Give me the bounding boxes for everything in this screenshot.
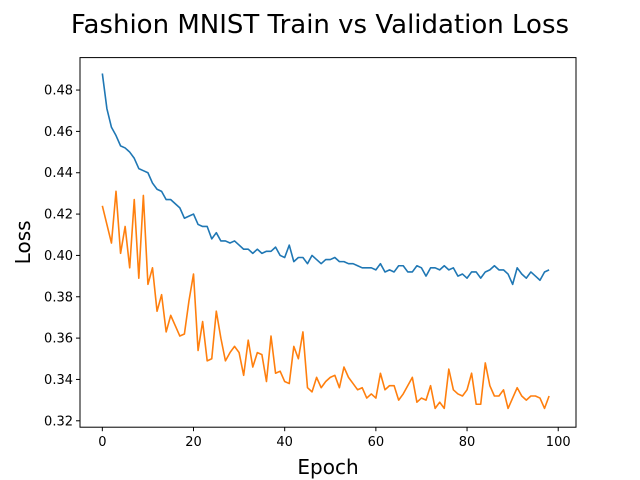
x-tick-label: 40: [276, 435, 293, 450]
y-tick-label: 0.32: [44, 414, 73, 429]
plot-frame: [79, 57, 577, 428]
series-line-1: [101, 73, 550, 286]
x-tick-label: 80: [459, 435, 476, 450]
series-layer: [101, 73, 550, 410]
y-tick-label: 0.38: [44, 290, 73, 305]
y-tick-label: 0.40: [44, 249, 73, 264]
plot-area: 0 20 40 60 80 100 0.32 0.34 0.36 0.38 0.40 0.42 0.4…: [44, 57, 577, 450]
y-tick-label: 0.36: [44, 332, 73, 347]
y-tick-label: 0.46: [44, 125, 73, 140]
x-tick-label: 0: [98, 435, 106, 450]
series-line-2: [101, 190, 550, 410]
x-tick-label: 100: [546, 435, 571, 450]
chart-title: Fashion MNIST Train vs Validation Loss: [71, 10, 569, 40]
y-tick-label: 0.34: [44, 373, 73, 388]
x-axis-ticks: 0 20 40 60 80 100: [98, 427, 571, 450]
x-tick-label: 20: [185, 435, 202, 450]
x-tick-label: 60: [368, 435, 385, 450]
y-tick-label: 0.44: [44, 166, 73, 181]
y-axis-ticks: 0.32 0.34 0.36 0.38 0.40 0.42 0.44 0.46 0.48: [44, 84, 80, 429]
y-tick-label: 0.42: [44, 208, 73, 223]
y-axis-label: Loss: [11, 220, 35, 264]
x-axis-label: Epoch: [297, 455, 358, 479]
y-tick-label: 0.48: [44, 84, 73, 99]
